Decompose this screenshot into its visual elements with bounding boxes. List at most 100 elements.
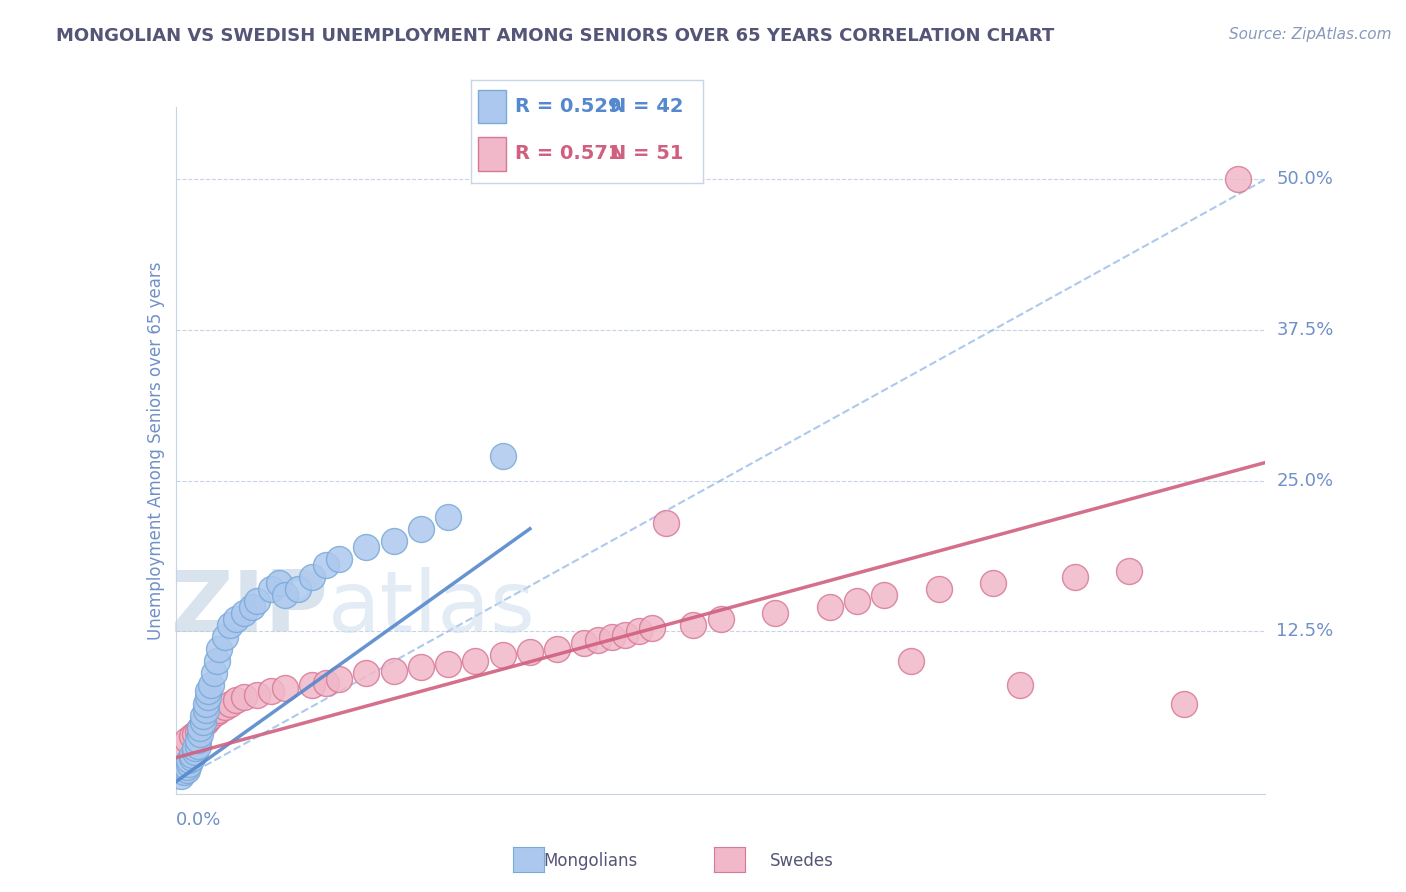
Point [197, 712, 219, 726]
Point [655, 516, 678, 530]
Point [519, 645, 541, 659]
Point [274, 588, 297, 602]
Point [1063, 570, 1085, 584]
Text: 12.5%: 12.5% [1277, 623, 1333, 640]
Text: R = 0.529: R = 0.529 [515, 97, 621, 116]
Point [197, 684, 219, 698]
Point [200, 708, 222, 723]
Point [186, 724, 209, 739]
Point [232, 690, 254, 705]
Point [188, 721, 211, 735]
Point [219, 697, 242, 711]
Point [1227, 172, 1250, 186]
Text: Source: ZipAtlas.com: Source: ZipAtlas.com [1229, 27, 1392, 42]
Point [437, 509, 460, 524]
Point [437, 657, 460, 671]
Point [219, 618, 242, 632]
Text: 25.0%: 25.0% [1277, 472, 1333, 490]
Point [191, 717, 214, 731]
Point [181, 748, 204, 763]
Point [184, 745, 207, 759]
Point [194, 697, 217, 711]
Point [818, 600, 841, 615]
Point [682, 618, 704, 632]
Point [186, 739, 209, 753]
Point [269, 576, 291, 591]
Point [873, 588, 896, 602]
Point [928, 582, 950, 596]
Point [232, 606, 254, 620]
Point [627, 624, 650, 639]
Point [492, 450, 515, 464]
Point [181, 750, 204, 764]
Text: Swedes: Swedes [769, 852, 834, 870]
Point [274, 681, 297, 695]
Point [225, 612, 247, 626]
Point [170, 739, 193, 753]
Text: N = 51: N = 51 [610, 145, 683, 163]
Point [194, 702, 217, 716]
Point [191, 714, 214, 729]
Point [179, 753, 201, 767]
Point [208, 642, 231, 657]
Y-axis label: Unemployment Among Seniors over 65 years: Unemployment Among Seniors over 65 years [146, 261, 165, 640]
Text: N = 42: N = 42 [610, 97, 683, 116]
Point [214, 700, 236, 714]
Point [356, 666, 378, 681]
Point [546, 642, 568, 657]
Point [184, 726, 207, 740]
Point [586, 632, 609, 647]
Point [328, 673, 350, 687]
Point [194, 714, 217, 729]
Point [981, 576, 1004, 591]
Bar [478, 136, 506, 170]
Text: Mongolians: Mongolians [543, 852, 638, 870]
Point [492, 648, 515, 663]
Point [356, 540, 378, 554]
Point [260, 582, 283, 596]
Point [240, 600, 263, 615]
Point [845, 594, 868, 608]
Point [205, 705, 228, 719]
Text: 37.5%: 37.5% [1277, 321, 1334, 339]
Point [600, 630, 623, 644]
Point [225, 693, 247, 707]
Point [301, 570, 323, 584]
Point [464, 654, 486, 668]
Point [191, 708, 214, 723]
Point [1010, 678, 1032, 692]
Point [246, 688, 269, 702]
Bar [478, 89, 506, 123]
Text: ZIP: ZIP [170, 567, 329, 650]
Point [287, 582, 309, 596]
Point [614, 628, 637, 642]
Point [382, 533, 405, 548]
Point [184, 741, 207, 756]
Point [246, 594, 269, 608]
Point [1118, 564, 1140, 578]
Text: MONGOLIAN VS SWEDISH UNEMPLOYMENT AMONG SENIORS OVER 65 YEARS CORRELATION CHART: MONGOLIAN VS SWEDISH UNEMPLOYMENT AMONG … [56, 27, 1054, 45]
Point [208, 702, 231, 716]
Text: 0.0%: 0.0% [176, 811, 221, 829]
Point [202, 666, 225, 681]
Point [900, 654, 922, 668]
Point [710, 612, 733, 626]
Point [173, 765, 195, 780]
Point [382, 664, 405, 678]
Point [763, 606, 786, 620]
Point [200, 678, 222, 692]
Point [188, 726, 211, 740]
Point [214, 630, 236, 644]
Point [181, 729, 204, 743]
Point [176, 732, 198, 747]
Point [409, 522, 432, 536]
Point [641, 621, 664, 635]
Point [179, 756, 201, 771]
Point [197, 690, 219, 705]
Text: R = 0.571: R = 0.571 [515, 145, 621, 163]
Point [1173, 697, 1195, 711]
Point [315, 676, 337, 690]
Point [260, 684, 283, 698]
Text: atlas: atlas [329, 567, 536, 650]
Point [205, 654, 228, 668]
